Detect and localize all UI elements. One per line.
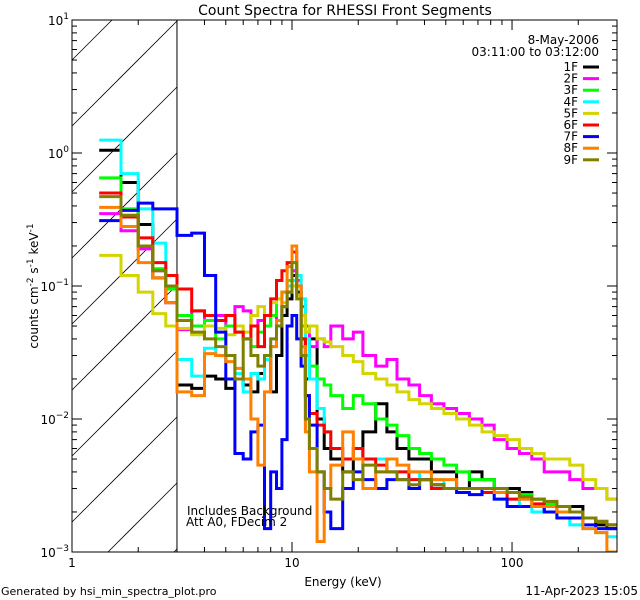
y-tick-label-exp: −1 bbox=[56, 278, 69, 288]
axes bbox=[71, 19, 618, 553]
legend-label-3F: 3F bbox=[563, 83, 578, 97]
hatch-line bbox=[71, 19, 113, 61]
y-tick-label: 100 bbox=[48, 145, 69, 161]
legend-label-4F: 4F bbox=[563, 95, 578, 109]
hatch-line bbox=[71, 86, 178, 193]
hatch-line bbox=[71, 152, 178, 259]
legend-label-6F: 6F bbox=[563, 118, 578, 132]
x-tick-label: 100 bbox=[501, 556, 524, 570]
legend-label-7F: 7F bbox=[563, 130, 578, 144]
y-label-exp3: -1 bbox=[26, 223, 36, 232]
hatch-line bbox=[71, 284, 178, 391]
y-tick-label-base: 10 bbox=[40, 413, 55, 427]
y-tick-label: 10−3 bbox=[40, 544, 69, 560]
y-tick-label-exp: 1 bbox=[63, 12, 69, 22]
legend-label-9F: 9F bbox=[563, 153, 578, 167]
x-axis-label: Energy (keV) bbox=[304, 575, 381, 589]
annotation-attenuator: Att A0, FDecim 2 bbox=[186, 515, 287, 529]
y-label-mid: s bbox=[27, 267, 41, 277]
y-tick-label-exp: −3 bbox=[56, 544, 69, 554]
hatch-line bbox=[71, 350, 178, 457]
y-axis-label: counts cm-2 s-1 keV-1 bbox=[26, 223, 41, 348]
series-5F-line bbox=[99, 253, 617, 501]
y-tick-label-base: 10 bbox=[48, 14, 63, 28]
hatch-line bbox=[107, 482, 178, 553]
y-tick-label: 10−2 bbox=[40, 411, 69, 427]
y-tick-label-exp: −2 bbox=[56, 411, 69, 421]
y-tick-label-base: 10 bbox=[40, 280, 55, 294]
legend-label-8F: 8F bbox=[563, 141, 578, 155]
footer-generated-by: Generated by hsi_min_spectra_plot.pro bbox=[1, 585, 217, 598]
hatch-line bbox=[71, 20, 178, 127]
footer-timestamp: 11-Apr-2023 15:05 bbox=[525, 584, 638, 598]
y-tick-label-base: 10 bbox=[40, 546, 55, 560]
legend-label-5F: 5F bbox=[563, 106, 578, 120]
legend-label-2F: 2F bbox=[563, 72, 578, 86]
series-8F-line bbox=[99, 205, 617, 552]
annotation-background: Includes Background bbox=[187, 504, 312, 518]
excluded-region-hatch bbox=[71, 19, 178, 553]
x-tick-label: 10 bbox=[284, 556, 299, 570]
y-label-tail: keV bbox=[27, 232, 41, 259]
series-group bbox=[99, 138, 617, 552]
y-tick-label-exp: 0 bbox=[63, 145, 69, 155]
y-label-exp2: -1 bbox=[26, 258, 36, 267]
y-tick-label: 101 bbox=[48, 12, 69, 28]
legend-label-1F: 1F bbox=[563, 60, 578, 74]
time-range-label: 03:11:00 to 03:12:00 bbox=[472, 45, 599, 59]
y-tick-label-base: 10 bbox=[48, 147, 63, 161]
hatch-line bbox=[71, 218, 178, 325]
series-9F-line bbox=[99, 195, 617, 527]
y-label-base: counts cm bbox=[27, 286, 41, 348]
x-tick-label: 1 bbox=[68, 556, 76, 570]
hatch-line bbox=[71, 416, 178, 523]
date-label: 8-May-2006 bbox=[528, 33, 599, 47]
y-tick-label: 10−1 bbox=[40, 278, 69, 294]
chart-title: Count Spectra for RHESSI Front Segments bbox=[198, 3, 492, 19]
y-label-exp1: -2 bbox=[26, 277, 36, 286]
